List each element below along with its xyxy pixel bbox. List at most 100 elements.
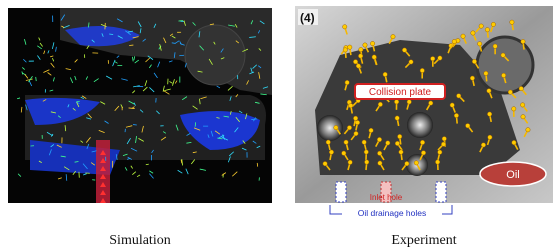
arrow — [100, 150, 106, 155]
arrow — [38, 37, 41, 41]
label-bg — [342, 207, 442, 218]
arrow — [117, 35, 123, 39]
drain-hole — [435, 181, 447, 203]
arrow — [50, 55, 54, 58]
arrow — [371, 54, 377, 60]
arrow — [48, 149, 52, 156]
arrow — [235, 40, 240, 44]
collision-plate-label: Collision plate — [369, 87, 432, 98]
arrow — [209, 23, 215, 26]
arrow — [82, 163, 88, 170]
arrow — [362, 42, 368, 48]
arrow — [130, 147, 138, 152]
arrow — [100, 158, 106, 163]
arrow — [192, 151, 197, 154]
arrow — [186, 141, 192, 144]
arrow — [183, 20, 186, 26]
arrow — [39, 42, 43, 47]
arrow — [342, 47, 348, 53]
arrow — [437, 149, 443, 155]
arrow — [24, 39, 27, 45]
arrow — [501, 72, 507, 78]
arrow — [435, 159, 441, 165]
arrow — [198, 31, 201, 38]
arrow — [420, 139, 425, 145]
arrow — [256, 145, 261, 149]
arrow — [132, 56, 134, 62]
arrow — [43, 50, 46, 55]
arrow — [361, 139, 367, 145]
arrow — [38, 160, 42, 163]
arrow — [142, 86, 148, 92]
arrow — [169, 81, 173, 84]
arrow — [229, 111, 232, 115]
arrow — [242, 140, 246, 144]
arrow — [235, 116, 240, 123]
arrow — [127, 30, 134, 33]
arrow — [90, 162, 96, 166]
arrow — [246, 80, 250, 85]
arrow — [177, 169, 183, 174]
arrow — [37, 45, 42, 50]
arrow — [404, 161, 410, 167]
arrow — [171, 42, 176, 44]
arrow — [104, 120, 109, 124]
arrow — [114, 61, 118, 64]
arrow — [28, 80, 33, 87]
inlet-jet — [96, 140, 110, 203]
arrow — [80, 140, 84, 143]
arrow — [333, 125, 339, 131]
arrow — [385, 140, 391, 146]
arrow — [171, 35, 176, 39]
arrow — [37, 55, 41, 60]
arrow — [91, 150, 97, 153]
arrow — [159, 44, 162, 51]
arrow — [478, 23, 484, 29]
arrow — [363, 149, 369, 155]
arrow — [80, 96, 85, 100]
arrow — [153, 72, 158, 79]
arrow — [257, 65, 262, 69]
arrow — [344, 80, 350, 85]
arrow — [57, 177, 62, 180]
arrow — [149, 87, 155, 93]
arrow — [179, 41, 182, 45]
arrow — [145, 57, 151, 63]
arrow — [156, 110, 160, 115]
arrow — [135, 135, 137, 143]
arrow — [492, 43, 498, 49]
arrow — [221, 172, 227, 176]
arrow — [355, 63, 361, 69]
arrow — [132, 171, 137, 176]
arrow — [348, 103, 354, 109]
arrow — [17, 173, 22, 177]
label-bg — [298, 9, 318, 25]
arrow — [511, 106, 517, 112]
arrow — [249, 71, 255, 75]
arrow — [100, 166, 106, 171]
arrow — [477, 41, 483, 47]
arrow — [81, 95, 87, 99]
arrow — [258, 72, 261, 79]
arrow — [125, 125, 133, 128]
arrow — [390, 34, 396, 40]
arrow — [520, 102, 526, 108]
arrow — [242, 48, 249, 52]
arrow — [67, 104, 70, 108]
arrow — [525, 127, 531, 133]
arrow — [325, 139, 331, 145]
arrow — [207, 134, 210, 138]
arrow — [56, 144, 62, 148]
arrow — [259, 20, 265, 25]
arrow — [128, 107, 135, 109]
arrow — [370, 41, 376, 47]
arrow — [347, 44, 353, 50]
arrow — [100, 101, 106, 105]
arrow — [74, 75, 77, 81]
arrow — [164, 88, 171, 92]
arrow — [72, 107, 76, 111]
arrow — [500, 52, 506, 58]
caption: Simulation — [109, 233, 170, 248]
arrow — [368, 127, 374, 133]
arrow — [382, 72, 388, 77]
